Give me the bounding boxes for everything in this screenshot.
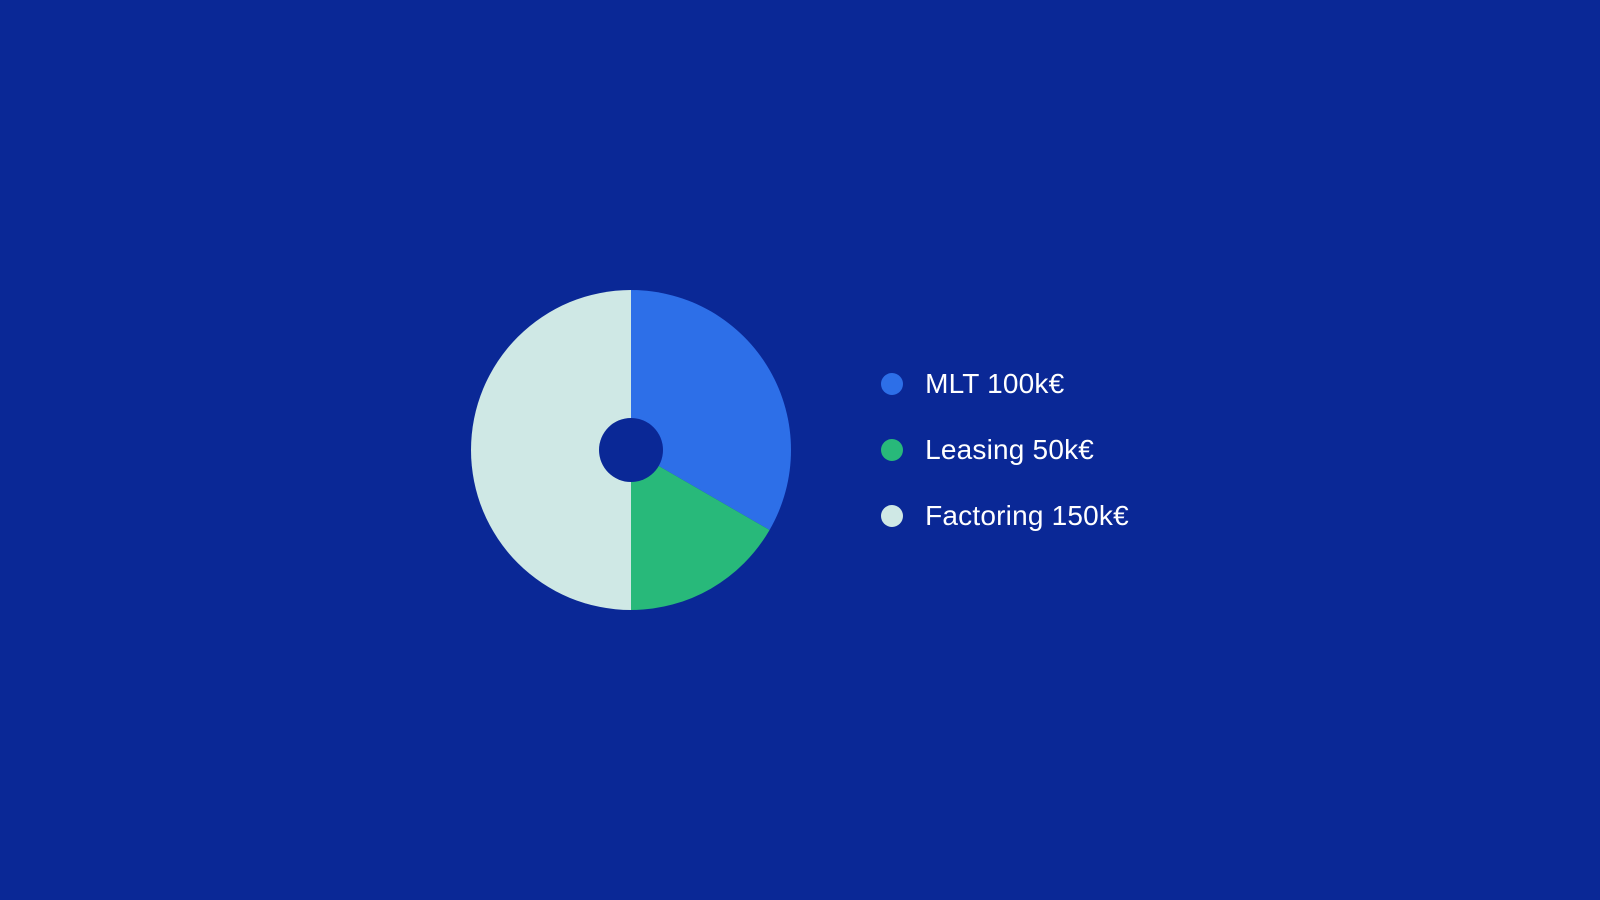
chart-container: MLT 100k€ Leasing 50k€ Factoring 150k€ (471, 290, 1129, 610)
legend-item-2: Factoring 150k€ (881, 500, 1129, 532)
legend-item-0: MLT 100k€ (881, 368, 1129, 400)
legend-item-1: Leasing 50k€ (881, 434, 1129, 466)
legend-swatch-icon (881, 505, 903, 527)
legend-swatch-icon (881, 439, 903, 461)
legend-label: Factoring 150k€ (925, 500, 1129, 532)
donut-chart (471, 290, 791, 610)
legend-label: MLT 100k€ (925, 368, 1064, 400)
legend: MLT 100k€ Leasing 50k€ Factoring 150k€ (881, 368, 1129, 532)
legend-label: Leasing 50k€ (925, 434, 1094, 466)
donut-hole (599, 418, 663, 482)
donut-svg (471, 290, 791, 610)
legend-swatch-icon (881, 373, 903, 395)
